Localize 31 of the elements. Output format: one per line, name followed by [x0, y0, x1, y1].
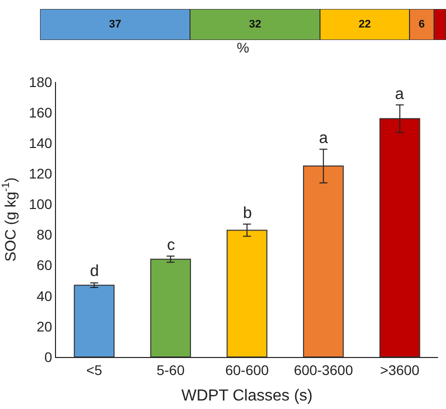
y-tick-label: 80: [36, 226, 52, 243]
x-axis-title: %: [236, 39, 250, 56]
annotation: a: [319, 130, 328, 147]
y-tick-label: 140: [28, 135, 52, 152]
bar: [226, 230, 268, 357]
x-tick-label: 60-600: [225, 362, 270, 378]
bar: [379, 118, 420, 357]
x-tick-label: 600-3600: [294, 362, 354, 378]
bar: [74, 284, 115, 357]
data-label: 32: [249, 18, 262, 30]
y-tick-label: 0: [44, 348, 52, 365]
x-tick-label: <5: [86, 362, 102, 378]
bar: [303, 166, 344, 357]
data-label: 37: [108, 18, 122, 30]
y-tick-label: 60: [36, 257, 52, 274]
annotation: a: [395, 86, 404, 103]
annotation: b: [243, 205, 252, 222]
y-tick-label: 20: [36, 318, 52, 334]
data-label: 22: [358, 18, 371, 30]
bar: [150, 258, 191, 357]
y-tick-label: 180: [28, 74, 52, 90]
y-tick-label: 160: [28, 104, 52, 120]
annotation: d: [90, 263, 99, 280]
y-tick-label: 100: [28, 196, 52, 212]
y-tick-label: 120: [28, 166, 52, 182]
x-tick-label: >3600: [380, 362, 420, 378]
data-label: 6: [418, 18, 425, 30]
annotation: c: [167, 237, 175, 254]
x-axis-title: WDPT Classes (s): [181, 388, 313, 404]
x-tick-label: 5-60: [156, 362, 185, 378]
y-tick-label: 40: [36, 288, 52, 304]
